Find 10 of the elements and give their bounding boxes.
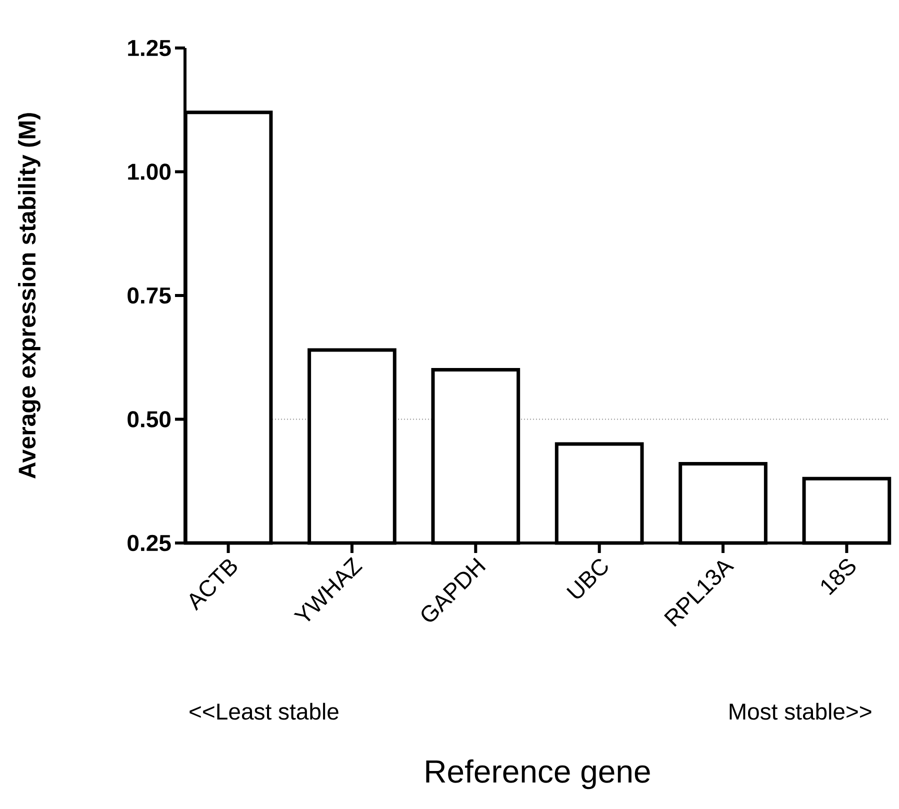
y-axis-title: Average expression stability (M) bbox=[18, 113, 40, 479]
y-tick-label: 0.50 bbox=[128, 411, 171, 428]
text: <<Least stable bbox=[190, 702, 338, 720]
x-tick-label: 18S bbox=[821, 559, 856, 596]
x-axis-title: Reference gene bbox=[426, 759, 650, 790]
y-tick-label: 1.00 bbox=[128, 164, 171, 180]
y-tick-label: 0.75 bbox=[128, 287, 171, 304]
y-tick-label: 1.25 bbox=[128, 40, 171, 56]
y-tick-label: 0.25 bbox=[128, 534, 171, 552]
text: Most stable>> bbox=[730, 702, 872, 720]
